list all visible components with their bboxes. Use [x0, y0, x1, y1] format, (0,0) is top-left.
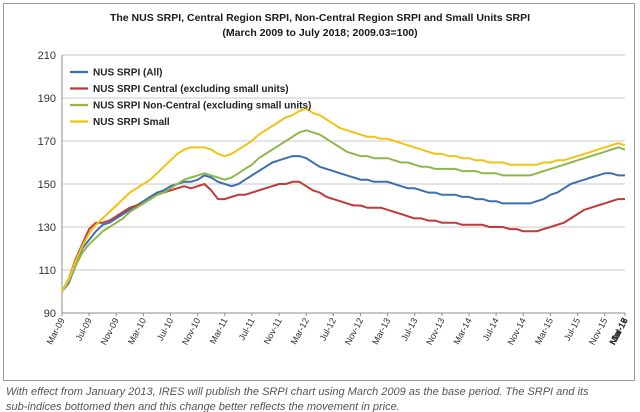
series-line-0 [61, 155, 625, 293]
x-tick-label: Jul-12 [318, 316, 338, 342]
x-tick-label: Nov-10 [180, 316, 202, 346]
legend-item-0: NUS SRPI (All) [70, 68, 162, 79]
legend-label: NUS SRPI Central (excluding small units) [93, 84, 289, 95]
legend-label: NUS SRPI Non-Central (excluding small un… [93, 101, 311, 112]
x-tick-label: Nov-12 [343, 316, 365, 346]
x-tick-label: Mar-10 [126, 316, 148, 346]
chart-title: The NUS SRPI, Central Region SRPI, Non-C… [110, 12, 530, 24]
gridlines [62, 54, 625, 314]
x-tick-label: Jul-11 [237, 316, 257, 342]
x-tick-label: Mar-15 [533, 316, 555, 346]
x-tick-label: Jul-14 [481, 316, 501, 342]
y-tick-label: 170 [38, 136, 56, 148]
legend: NUS SRPI (All) NUS SRPI Central (excludin… [70, 68, 311, 128]
legend-item-1: NUS SRPI Central (excluding small units) [70, 84, 289, 95]
legend-label: NUS SRPI Small [93, 117, 170, 128]
series-lines [61, 107, 626, 293]
x-tick-label: Nov-09 [99, 316, 121, 346]
x-tick-label: Jul-13 [399, 316, 419, 342]
caption-line-1: With effect from January 2013, IRES will… [6, 386, 589, 398]
x-tick-label: Nov-11 [262, 316, 284, 346]
x-tick-label: Jul-15 [562, 316, 582, 342]
y-tick-label: 90 [44, 308, 56, 320]
line-chart: The NUS SRPI, Central Region SRPI, Non-C… [38, 12, 630, 347]
caption: With effect from January 2013, IRES will… [6, 385, 634, 412]
y-tick-label: 150 [38, 179, 56, 191]
y-tick-label: 210 [38, 50, 56, 62]
x-tick-label: Nov-15 [587, 316, 609, 346]
series-line-2 [61, 129, 626, 293]
x-tick-label: Mar-09 [45, 316, 67, 346]
y-tick-label: 190 [38, 93, 56, 105]
legend-label: NUS SRPI (All) [93, 68, 162, 79]
chart-subtitle: (March 2009 to July 2018; 2009.03=100) [222, 27, 417, 39]
y-tick-label: 110 [38, 265, 56, 277]
x-tick-label: Jul-18 [609, 316, 629, 342]
caption-line-2: sub-indices bottomed then and this chang… [6, 401, 400, 412]
chart-frame: The NUS SRPI, Central Region SRPI, Non-C… [3, 3, 635, 381]
x-tick-label: Mar-14 [452, 316, 474, 346]
x-tick-label: Mar-12 [289, 316, 311, 346]
x-tick-label: Nov-14 [506, 316, 528, 346]
x-tick-label: Mar-13 [370, 316, 392, 346]
legend-item-3: NUS SRPI Small [70, 117, 170, 128]
x-tick-label: Jul-10 [155, 316, 175, 342]
x-tick-label: Mar-11 [208, 316, 230, 345]
y-tick-label: 130 [38, 222, 56, 234]
x-tick-label: Jul-09 [74, 316, 94, 342]
legend-item-2: NUS SRPI Non-Central (excluding small un… [70, 101, 311, 112]
series-line-3 [61, 107, 626, 292]
x-tick-label: Nov-13 [424, 316, 446, 346]
